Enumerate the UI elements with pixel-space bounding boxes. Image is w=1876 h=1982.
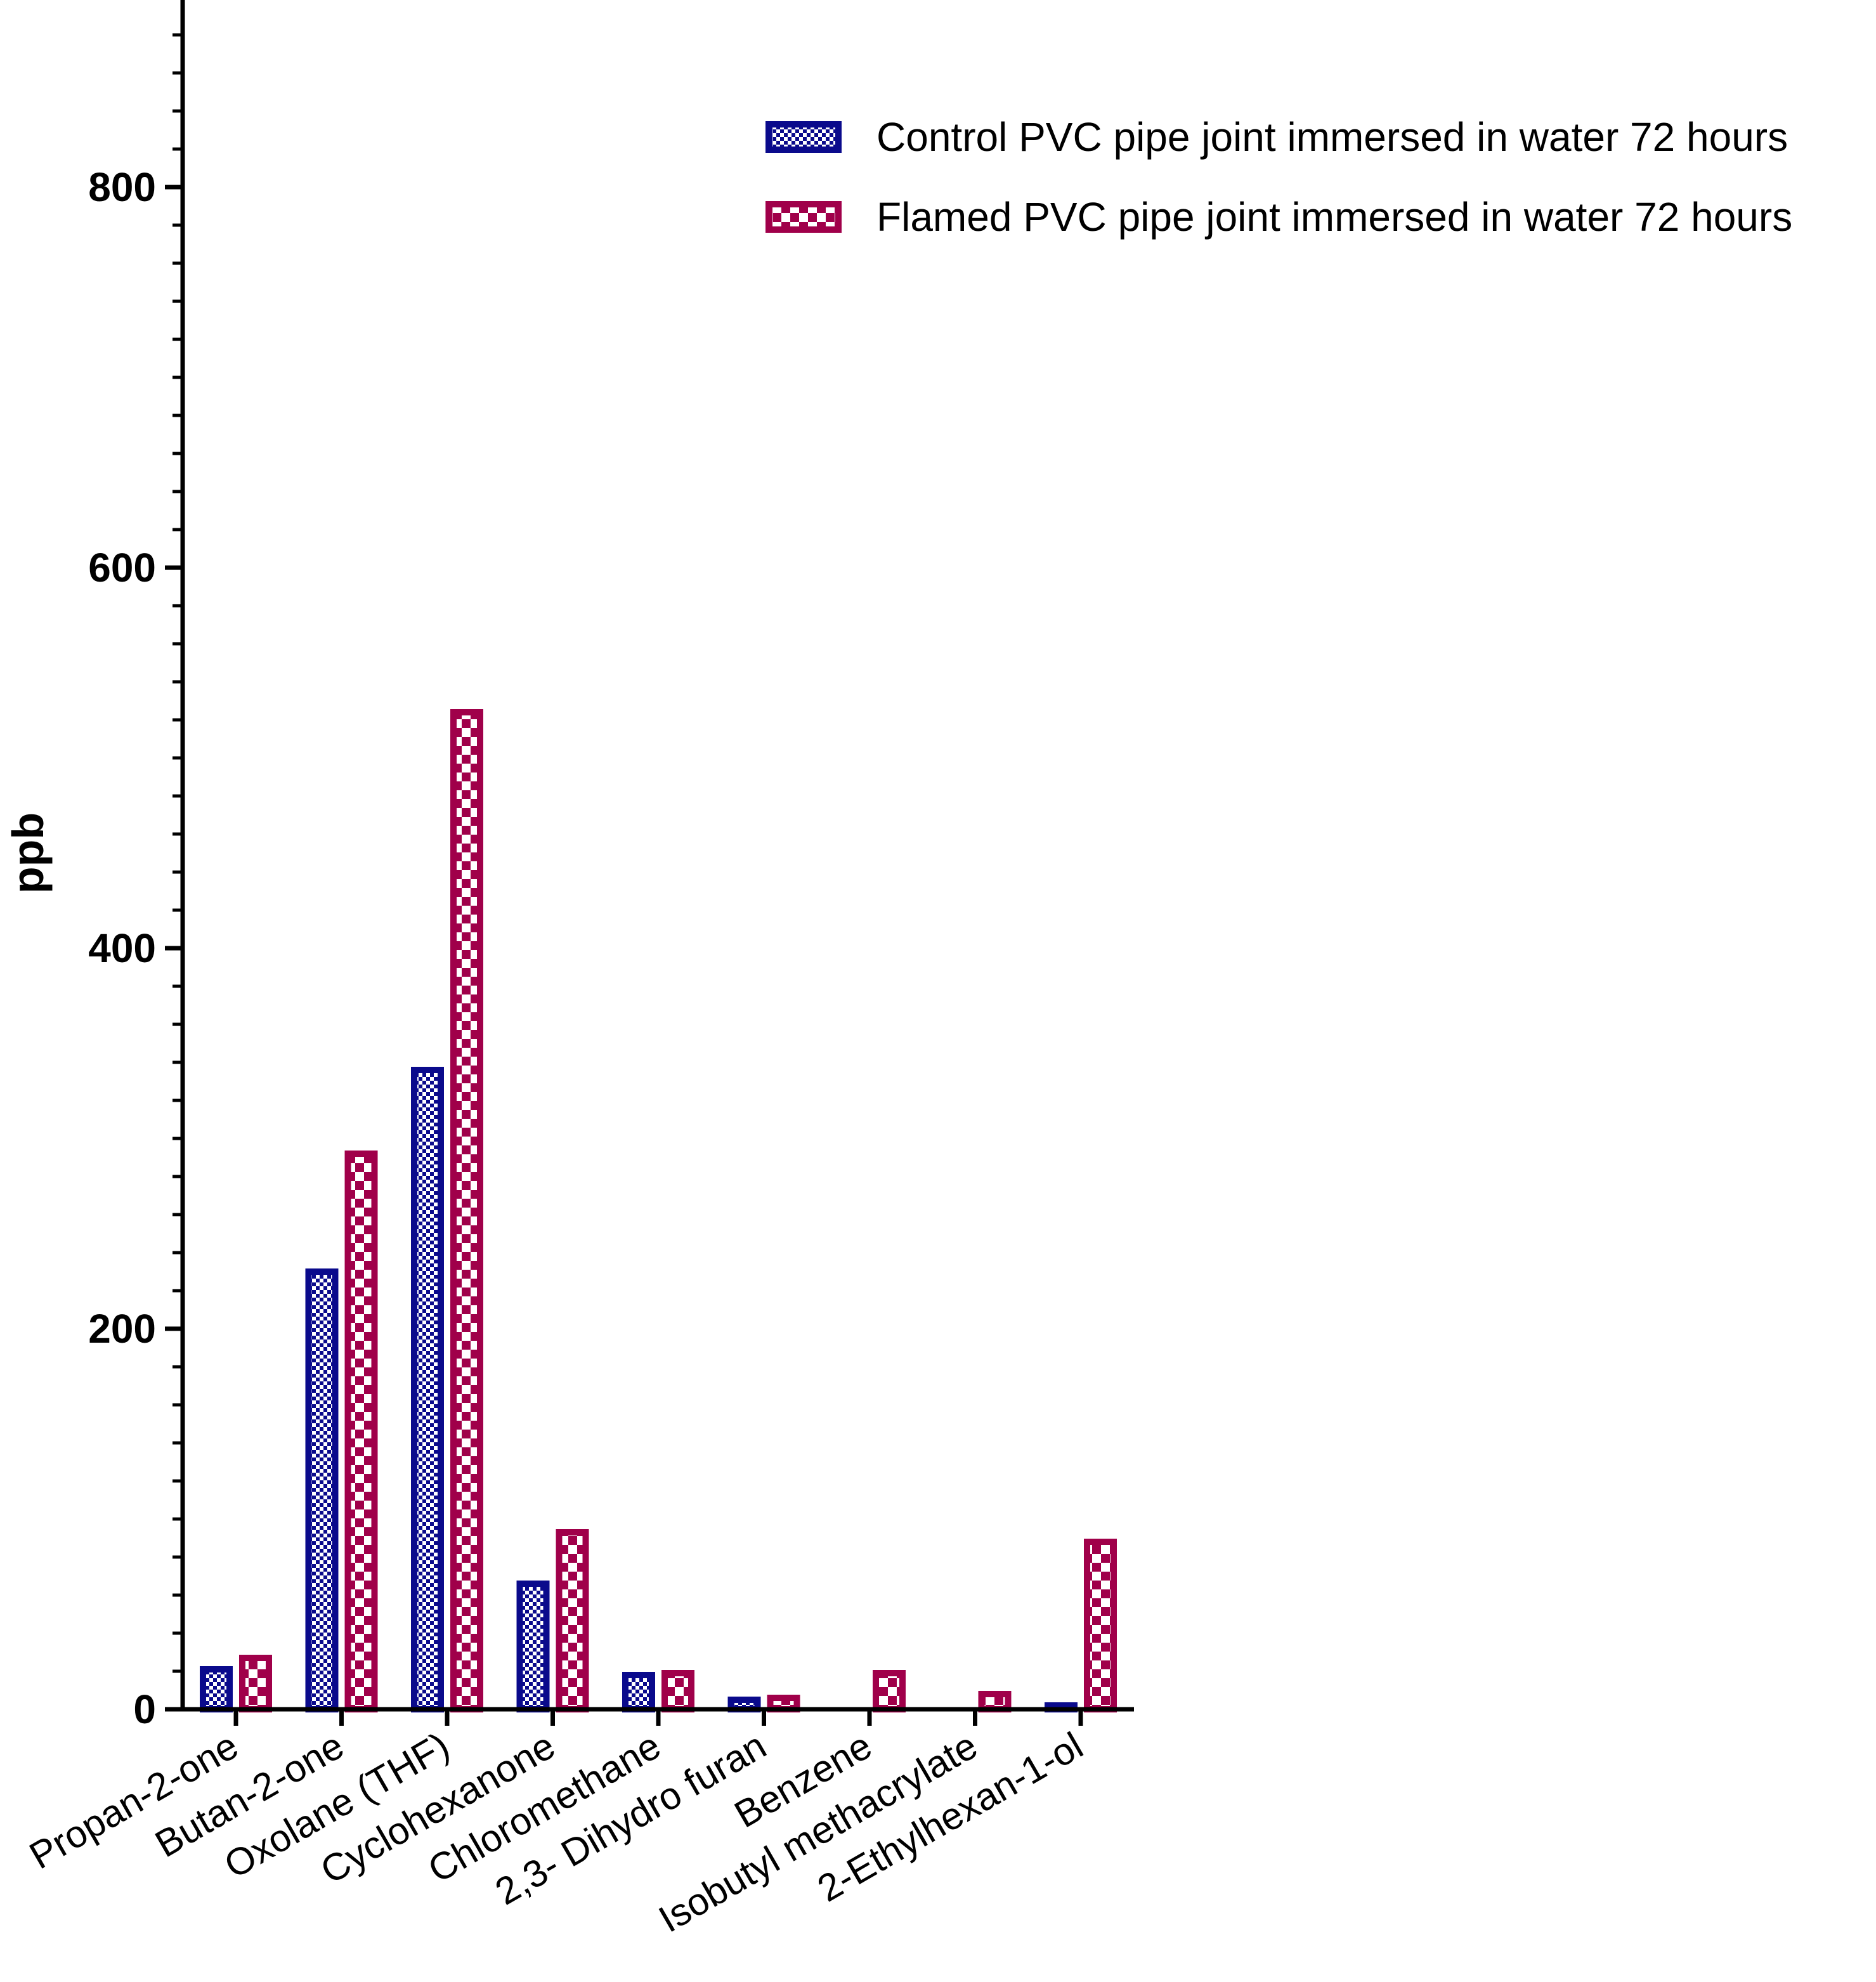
legend-swatch-flamed (765, 201, 842, 233)
legend-label-control: Control PVC pipe joint immersed in water… (876, 114, 1788, 160)
bar-control-0 (200, 1666, 233, 1712)
bar-flamed-3 (556, 1529, 589, 1712)
legend-swatch-control (765, 121, 842, 153)
y-axis-title: ppb (3, 812, 53, 894)
bar-flamed-0 (239, 1655, 272, 1712)
legend: Control PVC pipe joint immersed in water… (765, 114, 1792, 240)
bars-layer (200, 709, 1117, 1712)
y-tick-label: 600 (88, 545, 156, 590)
bar-flamed-1 (344, 1151, 378, 1712)
legend-label-flamed: Flamed PVC pipe joint immersed in water … (876, 194, 1792, 240)
y-tick-label: 0 (133, 1686, 156, 1732)
bar-flamed-6 (873, 1670, 906, 1712)
bar-control-1 (305, 1268, 339, 1712)
bar-flamed-4 (661, 1670, 694, 1712)
y-axis: 0 200 400 600 800 (88, 0, 185, 1732)
bar-flamed-8 (1084, 1539, 1117, 1712)
bar-flamed-2 (450, 709, 483, 1712)
bar-control-3 (516, 1581, 550, 1712)
bar-control-4 (622, 1672, 655, 1712)
bar-control-2 (411, 1067, 444, 1712)
y-tick-label: 800 (88, 164, 156, 210)
y-tick-label: 200 (88, 1306, 156, 1352)
y-tick-label: 400 (88, 925, 156, 971)
bar-flamed-7 (978, 1691, 1012, 1712)
